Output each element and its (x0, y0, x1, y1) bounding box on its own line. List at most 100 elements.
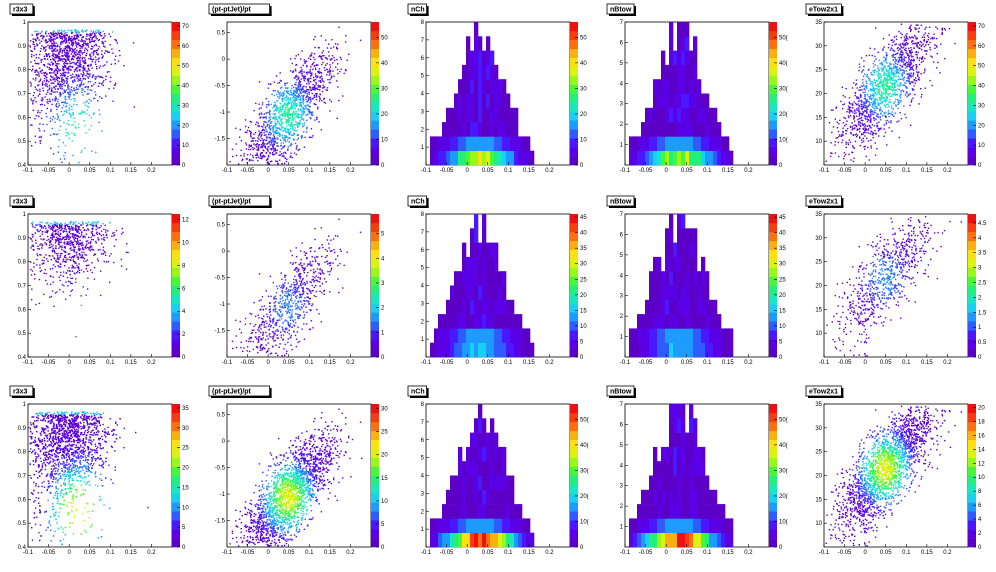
x-tick-label: 0 (664, 360, 668, 366)
colorbar-tick-label: 0 (381, 545, 385, 551)
colorbar-tick-label: 0 (182, 355, 186, 361)
colorbar-tick-label: 0 (182, 545, 186, 551)
y-tick-label: 6 (620, 232, 624, 238)
x-tick-label: 0.2 (147, 360, 156, 366)
colorbar: 0 5 10 15 20 25 30 (371, 404, 388, 551)
colorbar-tick-label: 60 (978, 44, 985, 50)
y-tick-label: 5 (620, 61, 624, 67)
y-tick-label: -1 (220, 492, 226, 498)
x-tick-label: 0.2 (545, 550, 554, 556)
y-tick-label: 5 (421, 74, 425, 80)
colorbar-tick-label: 10( (779, 519, 788, 525)
x-tick-label: 0 (664, 168, 668, 174)
panel-title: (pt-ptJet)/pt (208, 3, 272, 16)
colorbar-tick-label: 45 (580, 215, 587, 221)
panel-title: eTow2x1 (805, 3, 844, 16)
colorbar-tick-label: 10 (580, 137, 587, 143)
colorbar: 0 10 20 30 40 50 (570, 22, 587, 169)
panel-title: nCh (407, 3, 429, 16)
x-tick-label: 0 (67, 360, 71, 366)
y-tick-label: 3 (620, 294, 624, 300)
y-tick-label: 1 (23, 20, 27, 26)
colorbar-tick-label: 20 (381, 112, 388, 118)
x-tick-label: 0.15 (125, 550, 137, 556)
colorbar-tick-label: 10 (779, 324, 786, 330)
colorbar-tick-label: 4 (182, 309, 186, 315)
x-tick-label: 0.2 (943, 168, 952, 174)
x-tick-label: 0.1 (902, 360, 911, 366)
colorbar-tick-label: 5 (182, 525, 186, 531)
panel-title-text: (pt-ptJet)/pt (212, 199, 252, 206)
heatmap-cells (30, 221, 129, 338)
colorbar-tick-label: 20( (779, 112, 788, 118)
x-tick-label: -0.05 (440, 550, 454, 556)
colorbar-tick-label: 0 (182, 163, 186, 169)
colorbar-tick-label: 30 (580, 262, 587, 268)
x-tick-label: 0.2 (943, 550, 952, 556)
y-tick-label: 0.8 (18, 68, 27, 74)
y-tick-label: 0.4 (18, 163, 27, 169)
y-tick-label: 15 (815, 307, 822, 313)
y-tick-label: 1 (421, 145, 425, 151)
x-tick-label: 0.1 (106, 360, 115, 366)
colorbar-tick-label: 3 (978, 266, 982, 272)
colorbar-tick-label: 4.5 (978, 221, 987, 227)
heatmap-cells (430, 214, 535, 358)
colorbar-tick-label: 30 (182, 103, 189, 109)
colorbar-tick-label: 30 (381, 86, 388, 92)
colorbar-tick-label: 30( (580, 468, 589, 474)
y-tick-label: 5 (620, 443, 624, 449)
y-tick-label: 7 (620, 402, 624, 408)
colorbar-tick-label: 20 (580, 112, 587, 118)
panel-title-text: eTow2x1 (809, 389, 838, 396)
panel-3: nCh -0.1 -0.05 0 0.05 0.1 0.15 0.2 1 2 3 4 5 6 7 8 0 10 20… (407, 3, 587, 174)
colorbar-tick-label: 30( (779, 86, 788, 92)
y-tick-label: 5 (421, 456, 425, 462)
y-tick-label: 5 (620, 253, 624, 259)
y-tick-label: 0.5 (217, 223, 226, 229)
panel-title: nBtow (606, 3, 636, 16)
x-tick-label: -0.1 (421, 550, 432, 556)
axes: -0.1 -0.05 0 0.05 0.1 0.15 0.2 0.4 0.5 0.6 0.7 0.8 0… (18, 20, 157, 174)
colorbar-tick-label: 15 (381, 476, 388, 482)
x-tick-label: -0.1 (819, 360, 830, 366)
x-tick-label: 0.05 (880, 360, 892, 366)
x-tick-label: 0.1 (106, 168, 115, 174)
x-tick-label: -0.1 (421, 360, 432, 366)
y-tick-label: 25 (815, 260, 822, 266)
panel-10: eTow2x1-0.1 -0.05 0 0.05 0.1 0.15 0.2101520253… (805, 195, 987, 366)
y-tick-label: 4 (620, 463, 624, 469)
panel-title-text: nCh (411, 7, 425, 14)
colorbar-tick-label: 0 (779, 545, 783, 551)
panel-title-text: nCh (411, 199, 425, 206)
heatmap-cells (29, 29, 135, 164)
x-tick-label: 0.2 (346, 550, 355, 556)
panel-title-text: nCh (411, 389, 425, 396)
heatmap-cells (629, 404, 734, 548)
x-tick-label: 0.2 (147, 550, 156, 556)
y-tick-label: 20 (815, 474, 822, 480)
x-tick-label: 0.1 (703, 550, 712, 556)
x-tick-label: 0.05 (681, 550, 693, 556)
y-tick-label: -0.5 (215, 466, 226, 472)
y-tick-label: 30 (815, 426, 822, 432)
heatmap-cells (229, 26, 362, 165)
x-tick-label: 0.1 (504, 550, 513, 556)
y-tick-label: 0.5 (217, 31, 226, 37)
y-tick-label: 1 (23, 402, 27, 408)
colorbar-tick-label: 40 (580, 61, 587, 67)
colorbar-tick-label: 50 (182, 64, 189, 70)
x-tick-label: 0.15 (324, 550, 336, 556)
y-tick-label: -1.5 (215, 519, 226, 525)
colorbar: 0 10(20(30(40(50( (570, 404, 589, 551)
x-tick-label: -0.05 (42, 550, 56, 556)
x-tick-label: 0.05 (482, 550, 494, 556)
x-tick-label: -0.1 (620, 168, 631, 174)
colorbar-tick-label: 25 (381, 430, 388, 436)
x-tick-label: 0 (664, 550, 668, 556)
y-tick-label: 1 (620, 143, 624, 149)
y-tick-label: 6 (421, 438, 425, 444)
panel-title-text: (pt-ptJet)/pt (212, 7, 252, 14)
colorbar-tick-label: 4 (381, 256, 385, 262)
